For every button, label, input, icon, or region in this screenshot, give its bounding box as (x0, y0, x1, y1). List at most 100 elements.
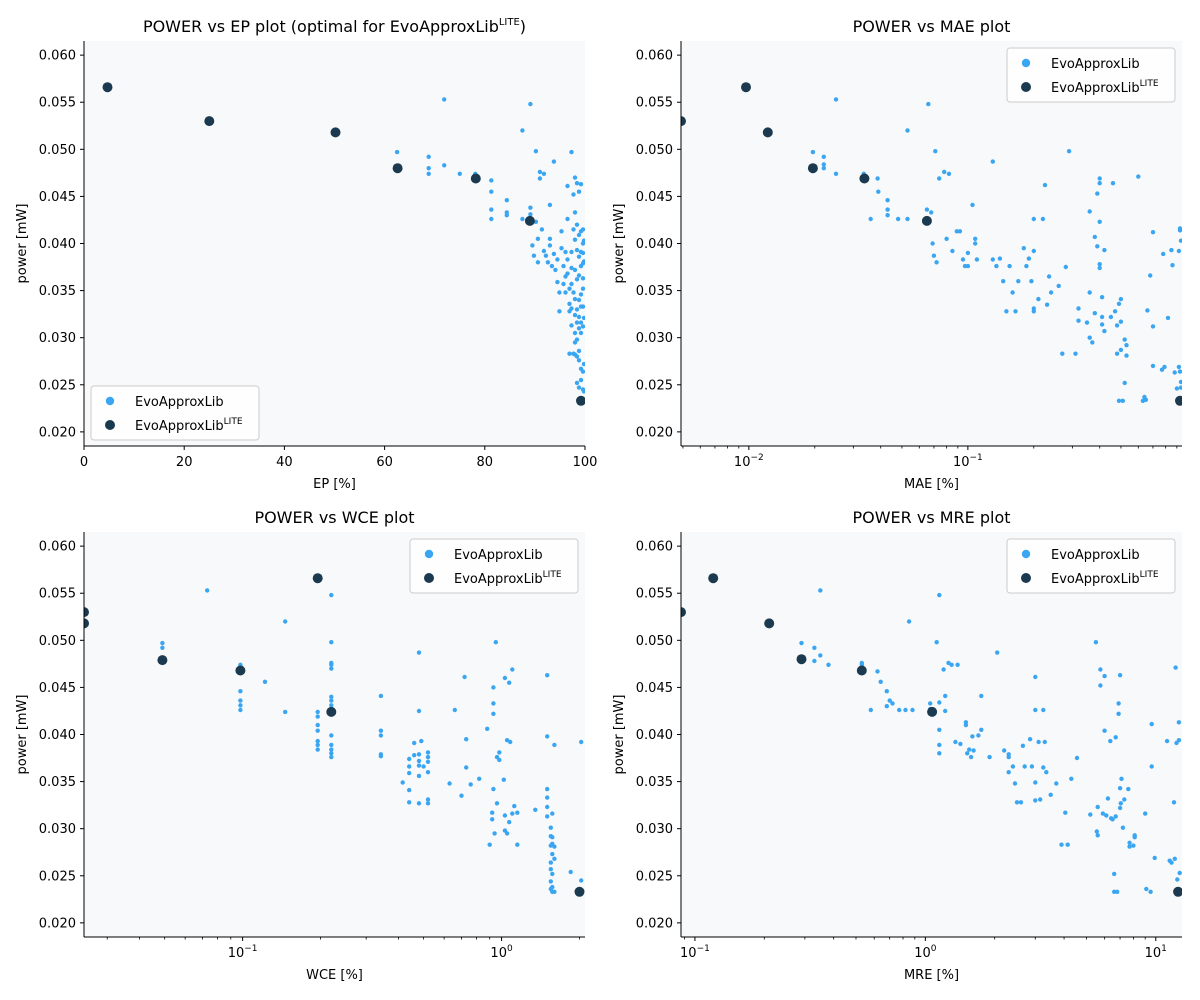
point-evoapproxlib (569, 323, 574, 328)
point-evoapproxlib (574, 247, 580, 253)
point-evoapproxlib (1099, 295, 1105, 300)
point-evoapproxlib (416, 708, 422, 714)
point-evoapproxlib (1095, 244, 1100, 249)
point-evoapproxlib (1092, 234, 1098, 240)
point-evoapproxlib (990, 159, 995, 164)
point-evoapproxlib-lite (762, 127, 773, 138)
point-evoapproxlib (1122, 337, 1127, 342)
point-evoapproxlib (876, 189, 881, 194)
chart-panel-3: 0.020 0.025 0.030 0.035 0.040 0.045 0.050 0.055… (15, 508, 585, 983)
point-evoapproxlib (1117, 786, 1123, 791)
legend-label-evoapproxlib: EvoApproxLib (135, 395, 224, 410)
point-evoapproxlib (315, 742, 320, 748)
point-evoapproxlib (950, 248, 955, 254)
point-evoapproxlib (1097, 219, 1102, 224)
point-evoapproxlib (1136, 174, 1141, 179)
y-tick-label: 0.030 (636, 822, 673, 837)
point-evoapproxlib (973, 241, 978, 246)
point-evoapproxlib (1069, 776, 1074, 781)
point-evoapproxlib (497, 757, 502, 763)
point-evoapproxlib (1120, 825, 1126, 830)
point-evoapproxlib-lite (1175, 395, 1182, 406)
x-tick-label: 100 (490, 944, 513, 961)
point-evoapproxlib (416, 752, 422, 757)
point-evoapproxlib (545, 804, 550, 810)
point-evoapproxlib (329, 640, 334, 645)
point-evoapproxlib (833, 171, 839, 176)
point-evoapproxlib (552, 889, 557, 894)
point-evoapproxlib (283, 619, 288, 624)
point-evoapproxlib (799, 640, 804, 646)
point-evoapproxlib (548, 879, 553, 884)
point-evoapproxlib (561, 263, 566, 269)
point-evoapproxlib (1177, 870, 1182, 876)
point-evoapproxlib (581, 315, 585, 321)
point-evoapproxlib (1002, 748, 1007, 753)
point-evoapproxlib (818, 588, 823, 593)
point-evoapproxlib (462, 674, 467, 680)
point-evoapproxlib (329, 747, 334, 752)
y-tick-label: 0.050 (39, 143, 76, 158)
point-evoapproxlib (572, 330, 578, 336)
y-tick-label: 0.040 (636, 237, 673, 252)
point-evoapproxlib (997, 256, 1003, 261)
point-evoapproxlib (501, 777, 506, 782)
point-evoapproxlib-lite (204, 116, 215, 127)
point-evoapproxlib-lite (681, 607, 686, 618)
y-tick-label: 0.025 (39, 378, 76, 393)
point-evoapproxlib (965, 751, 970, 756)
point-evoapproxlib (1099, 322, 1105, 327)
point-evoapproxlib (580, 286, 585, 291)
x-tick-label: 101 (1145, 944, 1167, 961)
point-evoapproxlib (571, 192, 576, 197)
point-evoapproxlib (510, 667, 515, 672)
point-evoapproxlib (574, 320, 580, 325)
point-evoapproxlib (555, 257, 560, 262)
point-evoapproxlib (552, 844, 557, 849)
point-evoapproxlib (535, 236, 541, 241)
point-evoapproxlib (329, 742, 334, 748)
chart-title: POWER vs WCE plot (254, 508, 414, 527)
point-evoapproxlib (580, 324, 585, 329)
point-evoapproxlib (930, 241, 935, 246)
point-evoapproxlib (812, 645, 817, 650)
point-evoapproxlib (958, 741, 963, 747)
point-evoapproxlib (1016, 279, 1021, 284)
point-evoapproxlib (407, 756, 412, 762)
point-evoapproxlib-lite (312, 573, 323, 584)
point-evoapproxlib (491, 786, 496, 792)
legend-marker-evoapproxlib (1021, 58, 1031, 68)
point-evoapproxlib (929, 210, 934, 215)
point-evoapproxlib (1115, 889, 1120, 894)
point-evoapproxlib (1113, 814, 1118, 819)
point-evoapproxlib (512, 803, 517, 809)
point-evoapproxlib (576, 232, 582, 238)
point-evoapproxlib (238, 689, 243, 694)
point-evoapproxlib (574, 181, 580, 186)
point-evoapproxlib (960, 257, 966, 262)
y-axis-label: power [mW] (612, 204, 627, 284)
point-evoapproxlib (578, 292, 584, 297)
point-evoapproxlib (553, 267, 558, 273)
point-evoapproxlib (551, 159, 557, 164)
point-evoapproxlib (970, 734, 975, 739)
legend-label-evoapproxlib: EvoApproxLib (454, 548, 543, 563)
legend-marker-evoapproxlib-lite (1021, 82, 1031, 92)
point-evoapproxlib (1088, 812, 1093, 817)
point-evoapproxlib (490, 817, 495, 822)
point-evoapproxlib (578, 320, 584, 325)
point-evoapproxlib (561, 281, 566, 287)
x-tick-label: 10−1 (680, 944, 710, 961)
point-evoapproxlib (1056, 283, 1061, 289)
legend-marker-evoapproxlib (1021, 549, 1031, 559)
point-evoapproxlib (464, 765, 469, 770)
legend-label-evoapproxlib: EvoApproxLib (1051, 57, 1140, 72)
y-tick-label: 0.045 (39, 681, 76, 696)
point-evoapproxlib (1112, 309, 1118, 314)
point-evoapproxlib (491, 701, 496, 706)
point-evoapproxlib (416, 650, 422, 655)
point-evoapproxlib (946, 171, 952, 176)
point-evoapproxlib (489, 189, 494, 194)
point-evoapproxlib (1033, 674, 1038, 680)
point-evoapproxlib (1112, 871, 1117, 877)
